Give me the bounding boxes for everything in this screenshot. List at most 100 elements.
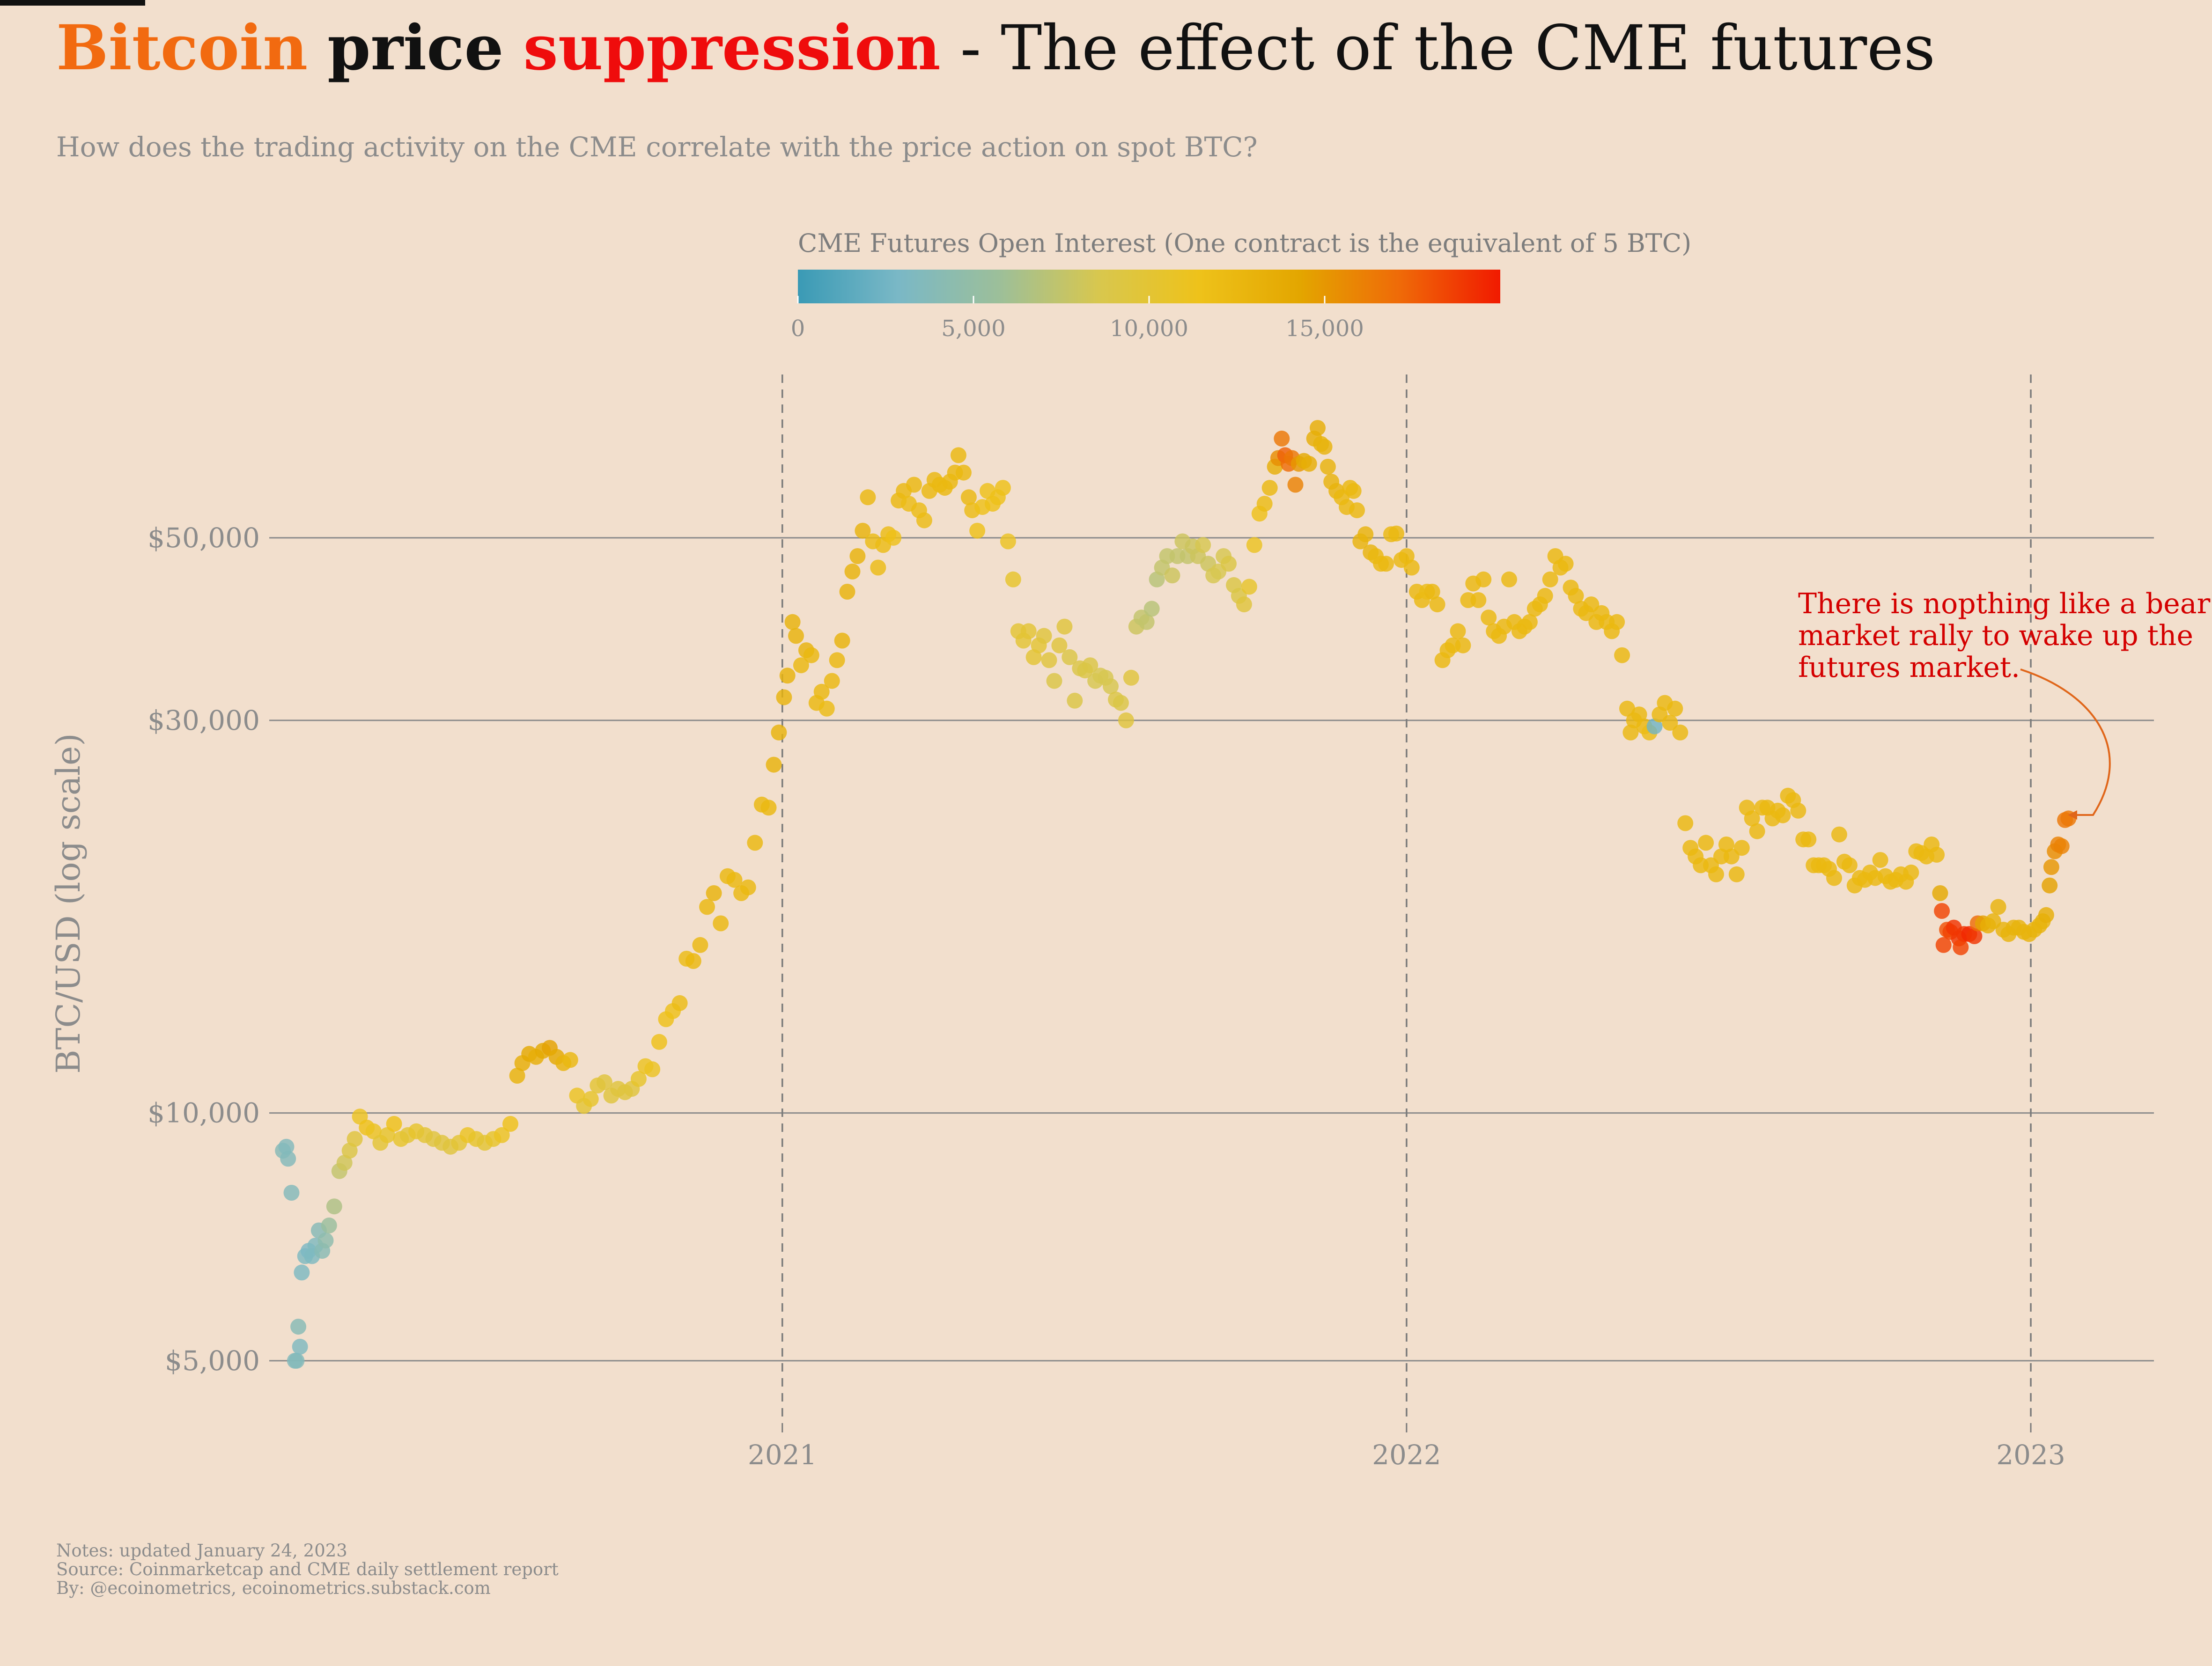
data-point xyxy=(960,489,977,506)
data-point xyxy=(292,1338,308,1355)
y-tick-label: $30,000 xyxy=(147,705,260,736)
data-point xyxy=(1790,802,1806,819)
data-point xyxy=(803,647,819,663)
data-point xyxy=(1631,706,1647,723)
data-point xyxy=(1046,673,1062,689)
data-point xyxy=(771,724,787,741)
data-point xyxy=(1481,609,1497,626)
data-point xyxy=(562,1052,578,1068)
data-point xyxy=(651,1034,667,1050)
data-point xyxy=(818,700,835,717)
data-point xyxy=(1521,614,1538,630)
data-point xyxy=(386,1116,402,1132)
data-point xyxy=(955,464,972,481)
data-point xyxy=(1841,857,1858,873)
data-point xyxy=(1903,864,1919,881)
data-point xyxy=(1990,899,2006,915)
colorbar-tick-label: 10,000 xyxy=(1110,316,1188,342)
title-rest: - The effect of the CME futures xyxy=(940,12,1936,84)
data-point xyxy=(1274,430,1290,447)
data-point xyxy=(1966,928,1983,944)
scatter-points xyxy=(275,420,2077,1369)
data-point xyxy=(1388,525,1404,542)
data-point xyxy=(1138,614,1155,630)
data-point xyxy=(788,628,804,644)
data-point xyxy=(1934,903,1950,919)
data-point xyxy=(829,652,845,668)
data-point xyxy=(294,1264,310,1281)
data-point xyxy=(860,489,876,506)
data-point xyxy=(1557,556,1574,572)
annotation-line: market rally to wake up the xyxy=(1798,619,2193,652)
data-point xyxy=(713,915,729,932)
data-point xyxy=(844,563,861,580)
data-point xyxy=(2053,838,2070,854)
data-point xyxy=(2042,877,2058,894)
data-point xyxy=(288,1352,305,1369)
subtitle: How does the trading activity on the CME… xyxy=(56,131,1258,163)
y-axis-label: BTC/USD (log scale) xyxy=(49,733,88,1073)
data-point xyxy=(1614,647,1630,663)
data-point xyxy=(779,668,796,684)
data-point xyxy=(813,683,830,700)
data-point xyxy=(1455,637,1471,653)
data-point xyxy=(1000,533,1016,550)
data-point xyxy=(1718,837,1734,852)
data-point xyxy=(1429,596,1445,613)
data-point xyxy=(1609,614,1625,630)
data-point xyxy=(1733,840,1750,856)
data-point xyxy=(502,1116,518,1132)
note-source: Source: Coinmarketcap and CME daily sett… xyxy=(56,1559,559,1579)
data-point xyxy=(1349,502,1365,519)
data-point xyxy=(839,584,855,600)
data-point xyxy=(1662,715,1678,731)
y-axis-ticks: $5,000 $10,000 $30,000 $50,000 xyxy=(147,522,260,1377)
colorbar-tick-label: 5,000 xyxy=(941,316,1005,342)
data-point xyxy=(2043,859,2059,875)
data-point xyxy=(1744,810,1760,827)
data-point xyxy=(1470,592,1487,608)
data-point xyxy=(784,614,801,630)
data-point xyxy=(1800,831,1817,848)
data-point xyxy=(885,529,902,546)
data-point xyxy=(1123,669,1139,686)
data-point xyxy=(1301,455,1317,472)
data-point xyxy=(1256,496,1273,512)
data-point xyxy=(1501,571,1517,587)
data-point xyxy=(1749,823,1765,839)
data-point xyxy=(747,835,763,851)
data-point xyxy=(1357,526,1374,543)
data-point xyxy=(1622,724,1639,741)
data-point xyxy=(1826,870,1842,886)
x-tick-label: 2021 xyxy=(748,1439,817,1471)
data-point xyxy=(793,657,809,674)
data-point xyxy=(1537,587,1553,604)
data-point xyxy=(834,632,850,649)
data-point xyxy=(849,548,866,564)
data-point xyxy=(1929,846,1945,863)
data-point xyxy=(671,995,688,1011)
data-point xyxy=(1424,584,1440,600)
data-point xyxy=(1667,700,1683,717)
data-point xyxy=(596,1074,612,1090)
colorbar-tick-label: 15,000 xyxy=(1285,316,1364,342)
y-tick-label: $50,000 xyxy=(147,522,260,554)
data-point xyxy=(509,1068,525,1084)
page-title: Bitcoin price suppression - The effect o… xyxy=(56,12,1936,84)
data-point xyxy=(1236,596,1252,613)
data-point xyxy=(699,899,715,915)
data-point xyxy=(1708,866,1724,882)
data-point xyxy=(1036,628,1052,644)
data-point xyxy=(969,522,986,539)
data-point xyxy=(582,1091,599,1107)
data-point xyxy=(1872,852,1888,868)
data-point xyxy=(1164,567,1180,584)
data-point xyxy=(494,1127,510,1143)
data-point xyxy=(283,1185,300,1201)
data-point xyxy=(1261,480,1278,496)
data-point xyxy=(1728,866,1745,882)
data-point xyxy=(1067,692,1083,709)
data-point xyxy=(1005,571,1021,587)
colorbar-tick-label: 0 xyxy=(791,316,805,342)
